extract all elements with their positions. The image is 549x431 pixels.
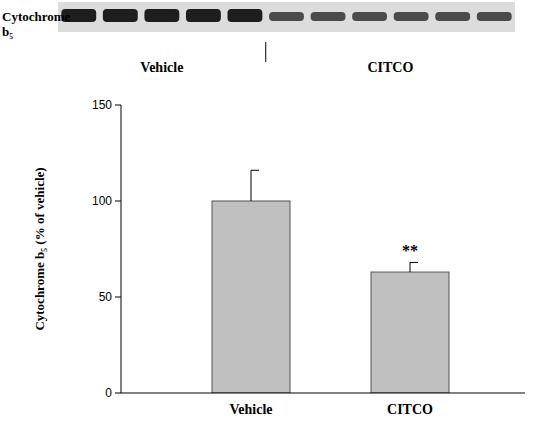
chart: Cytochromeb₅ Vehicle CITCO 0 50 100 150 Vehicle… <box>0 0 549 431</box>
error-bar <box>410 262 418 272</box>
blot-band <box>477 12 512 21</box>
error-stem <box>410 262 411 272</box>
blot-band <box>228 9 263 22</box>
blot-band <box>269 12 304 21</box>
blot-band <box>394 12 429 21</box>
error-cap <box>410 262 418 263</box>
y-axis <box>121 105 122 393</box>
y-tick <box>115 297 121 298</box>
annotation: ** <box>402 242 418 259</box>
y-tick <box>115 105 121 106</box>
blot-band <box>352 12 387 21</box>
blot-band <box>103 9 138 22</box>
y-tick <box>115 201 121 202</box>
y-tick-label: 0 <box>105 386 112 400</box>
blot-group-label: Vehicle <box>140 60 183 75</box>
error-cap <box>251 170 259 171</box>
blot-band <box>186 9 221 22</box>
blot-group-label: CITCO <box>367 60 413 75</box>
plot-area <box>212 170 449 393</box>
error-bar <box>251 170 259 201</box>
x-tick-label: CITCO <box>387 402 433 417</box>
blot-strip <box>58 2 515 32</box>
blot-divider <box>265 42 266 62</box>
error-stem <box>251 170 252 201</box>
x-tick-label: Vehicle <box>229 402 272 417</box>
blot-band <box>435 12 470 21</box>
blot-label: Cytochromeb₅ <box>2 9 71 39</box>
y-tick <box>115 393 121 394</box>
y-tick-label: 100 <box>92 194 112 208</box>
blot-band <box>144 9 179 22</box>
y-tick-label: 150 <box>92 98 112 112</box>
y-axis-label: Cytochrome b₅ (% of vehicle) <box>32 167 47 330</box>
x-axis <box>121 393 525 394</box>
bar <box>212 201 290 393</box>
bar <box>371 272 449 393</box>
y-tick-label: 50 <box>99 290 113 304</box>
blot-band <box>311 12 346 21</box>
